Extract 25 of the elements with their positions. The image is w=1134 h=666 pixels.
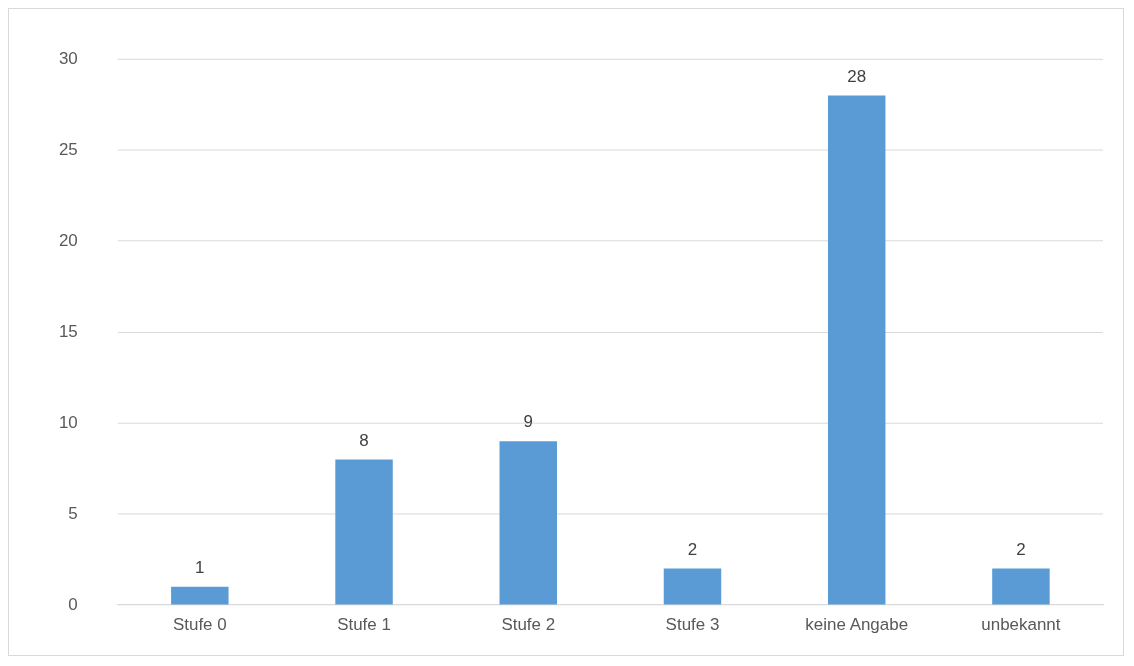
data-label: 28 xyxy=(847,66,867,86)
y-tick-label: 30 xyxy=(58,48,78,68)
y-tick-label: 0 xyxy=(68,594,78,614)
x-tick-label: Stufe 2 xyxy=(501,614,556,634)
x-tick-label: unbekannt xyxy=(981,614,1061,634)
y-tick-label: 5 xyxy=(68,503,78,523)
y-tick-label: 20 xyxy=(58,230,78,250)
bar xyxy=(663,568,722,605)
y-tick-label: 15 xyxy=(58,321,78,341)
data-label: 1 xyxy=(195,558,205,577)
data-label: 2 xyxy=(687,539,698,559)
data-label: 2 xyxy=(1016,539,1026,559)
data-label: 8 xyxy=(359,430,369,450)
x-tick-label: Stufe 0 xyxy=(172,614,227,634)
x-tick-label: keine Angabe xyxy=(805,614,909,634)
y-tick-label: 25 xyxy=(58,139,78,159)
bar xyxy=(827,95,886,605)
bar xyxy=(992,568,1050,605)
data-label: 9 xyxy=(523,412,533,432)
x-tick-label: Stufe 3 xyxy=(665,614,720,634)
x-tick-label: Stufe 1 xyxy=(337,614,391,634)
y-tick-label: 10 xyxy=(58,412,78,432)
bar xyxy=(171,586,229,605)
bar xyxy=(499,441,557,605)
bar xyxy=(335,459,393,605)
